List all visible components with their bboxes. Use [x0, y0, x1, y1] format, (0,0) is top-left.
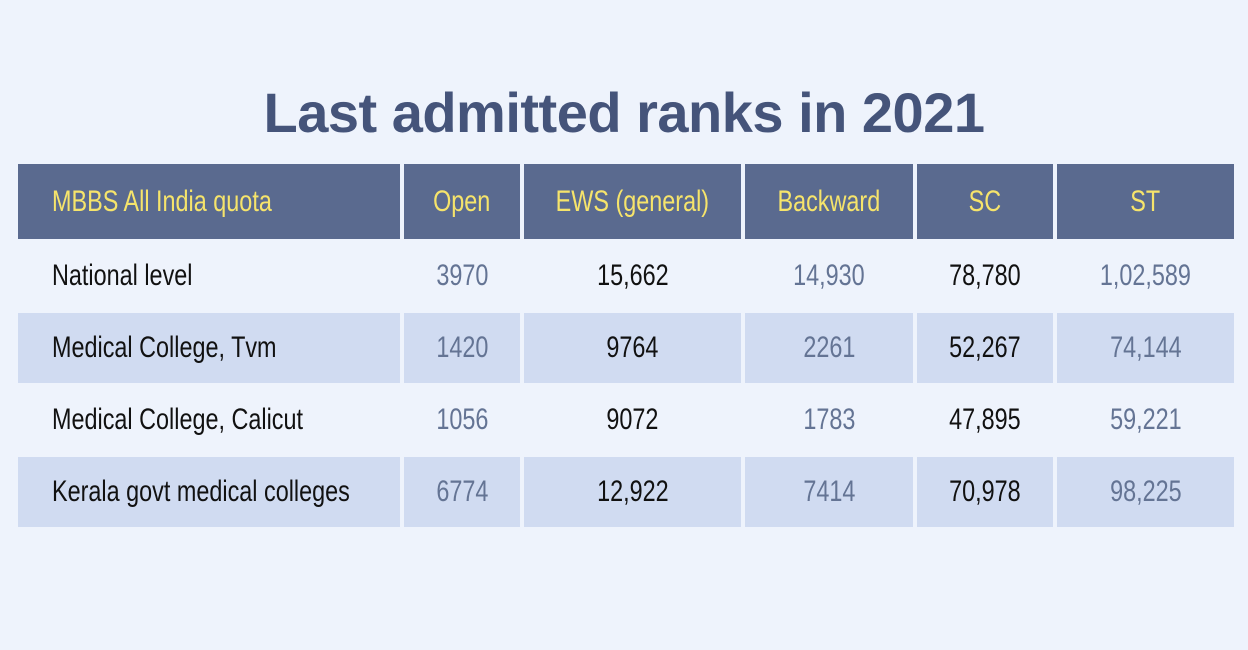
row-label-tvm: Medical College, Tvm: [18, 313, 400, 383]
row-label-national: National level: [52, 259, 193, 292]
cell-sc: 47,895: [949, 403, 1021, 436]
cell-ews: 9764: [524, 313, 741, 383]
column-header-sc: SC: [917, 164, 1053, 239]
cell-open: 1420: [404, 313, 520, 383]
row-label-calicut: Medical College, Calicut: [52, 403, 304, 436]
column-header-st: ST: [1057, 164, 1234, 239]
column-header-backward: Backward: [745, 164, 913, 239]
cell-sc: 70,978: [917, 457, 1053, 527]
column-header-open: Open: [404, 164, 520, 239]
cell-backward: 7414: [745, 457, 913, 527]
column-header-quota: MBBS All India quota: [18, 164, 400, 239]
cell-open: 6774: [404, 457, 520, 527]
cell-st: 59,221: [1109, 403, 1182, 436]
cell-sc: 78,780: [949, 259, 1021, 292]
cell-st: 98,225: [1057, 457, 1234, 527]
cell-ews: 15,662: [596, 259, 669, 292]
cell-open: 3970: [435, 259, 489, 292]
cell-sc: 52,267: [917, 313, 1053, 383]
cell-st: 1,02,589: [1099, 259, 1192, 292]
row-label-kerala: Kerala govt medical colleges: [18, 457, 400, 527]
cell-ews: 12,922: [524, 457, 741, 527]
column-header-ews: EWS (general): [524, 164, 741, 239]
cell-backward: 14,930: [793, 259, 865, 292]
cell-open: 1056: [435, 403, 489, 436]
cell-backward: 1783: [802, 403, 856, 436]
cell-st: 74,144: [1057, 313, 1234, 383]
cell-ews: 9072: [606, 403, 659, 436]
page-title: Last admitted ranks in 2021: [263, 81, 985, 144]
ranks-table: MBBS All India quota Open EWS (general) …: [18, 164, 1234, 527]
cell-backward: 2261: [745, 313, 913, 383]
